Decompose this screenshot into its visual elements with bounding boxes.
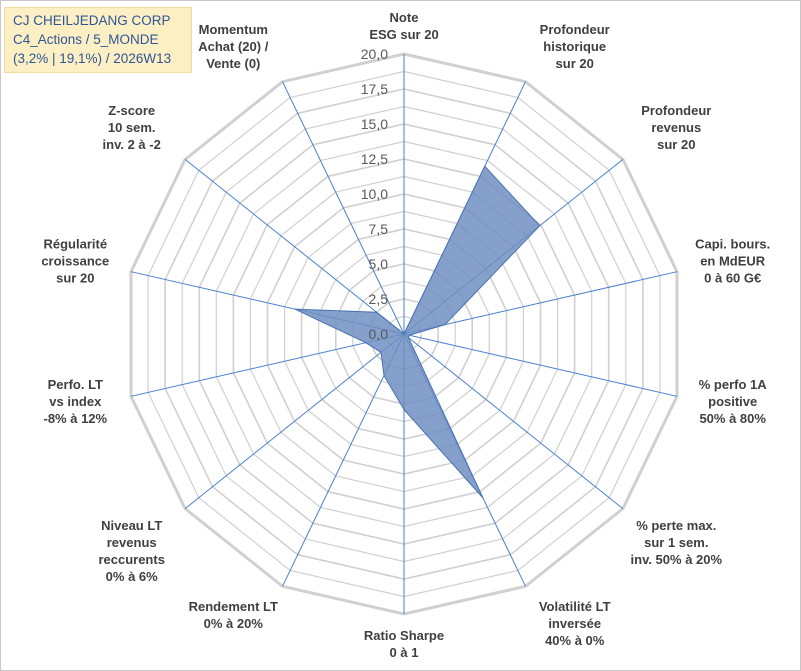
axis-label-line: sur 20 <box>657 137 695 152</box>
axis-label-line: Régularité <box>44 237 108 252</box>
tick-label: 7,5 <box>369 221 389 237</box>
series-area <box>294 165 541 499</box>
axis-label: % perte max. sur 1 sem. inv. 50% à 20% <box>631 518 723 567</box>
axis-label: Rendement LT 0% à 20% <box>189 599 278 631</box>
portfolio-label: C4_Actions / 5_MONDE <box>13 32 159 47</box>
axis-label-line: revenus <box>107 535 157 550</box>
axis-label-line: ESG sur 20 <box>369 27 438 42</box>
axis-label-line: revenus <box>651 120 701 135</box>
axis-label-line: Rendement LT <box>189 599 278 614</box>
axis-label-line: Momentum <box>199 22 268 37</box>
axis-label: Profondeur historique sur 20 <box>540 22 610 71</box>
axis-label-line: Note <box>390 10 419 25</box>
axis-label: Ratio Sharpe 0 à 1 <box>364 628 444 660</box>
axis-label-line: Capi. bours. <box>695 237 770 252</box>
axis-label-line: reccurents <box>98 552 164 567</box>
axis-spoke <box>184 333 405 509</box>
axis-label-line: 0 à 1 <box>390 645 419 660</box>
axis-label-line: 10 sem. <box>108 120 156 135</box>
tick-label: 0,0 <box>369 326 389 342</box>
axis-label-line: 50% à 80% <box>699 411 766 426</box>
axis-label-line: sur 1 sem. <box>644 535 708 550</box>
radar-axis-labels: Note ESG sur 20 Profondeur historique sur 20… <box>41 10 770 660</box>
axis-label-line: Achat (20) / <box>198 39 268 54</box>
axis-label-line: Vente (0) <box>206 56 260 71</box>
axis-label-line: % perte max. <box>636 518 716 533</box>
axis-spoke <box>403 333 624 509</box>
axis-label: Perfo. LT vs index -8% à 12% <box>44 377 108 426</box>
axis-label-line: 0% à 20% <box>204 616 264 631</box>
axis-label-line: croissance <box>41 254 109 269</box>
axis-label-line: vs index <box>49 394 102 409</box>
performance-week-label: (3,2% | 19,1%) / 2026W13 <box>13 51 172 66</box>
axis-label: Momentum Achat (20) / Vente (0) <box>198 22 268 71</box>
axis-label-line: positive <box>708 394 757 409</box>
axis-label-line: sur 20 <box>56 271 94 286</box>
company-name: CJ CHEILJEDANG CORP <box>13 13 171 28</box>
axis-label-line: 0 à 60 G€ <box>704 271 761 286</box>
axis-spoke <box>282 81 405 335</box>
tick-label: 20,0 <box>361 46 388 62</box>
axis-label-line: Profondeur <box>641 103 711 118</box>
tick-label: 12,5 <box>361 151 388 167</box>
tick-label: 17,5 <box>361 81 388 97</box>
axis-label: Capi. bours. en MdEUR 0 à 60 G€ <box>695 237 770 286</box>
axis-label-line: Niveau LT <box>101 518 162 533</box>
axis-label: % perfo 1A positive 50% à 80% <box>699 377 768 426</box>
radar-series <box>294 165 541 499</box>
axis-label-line: Profondeur <box>540 22 610 37</box>
axis-label: Niveau LT revenus reccurents 0% à 6% <box>98 518 164 584</box>
axis-label-line: 0% à 6% <box>106 569 158 584</box>
axis-label-line: inv. 2 à -2 <box>103 137 161 152</box>
axis-spoke <box>403 271 678 335</box>
axis-label-line: en MdEUR <box>700 254 766 269</box>
tick-label: 10,0 <box>361 186 388 202</box>
axis-label-line: sur 20 <box>556 56 594 71</box>
axis-spoke <box>130 333 405 397</box>
axis-label: Volatilité LT inversée 40% à 0% <box>539 599 611 648</box>
axis-label-line: historique <box>543 39 606 54</box>
axis-label: Z-score 10 sem. inv. 2 à -2 <box>103 103 161 152</box>
tick-label: 15,0 <box>361 116 388 132</box>
axis-label-line: inversée <box>548 616 601 631</box>
axis-spoke <box>184 159 405 335</box>
axis-label-line: -8% à 12% <box>44 411 108 426</box>
radar-tick-labels: 0,0 2,5 5,0 7,5 10,0 12,5 15,0 17,5 20,0 <box>361 46 388 342</box>
axis-label-line: inv. 50% à 20% <box>631 552 723 567</box>
tick-label: 2,5 <box>369 291 389 307</box>
axis-spoke <box>403 333 678 397</box>
axis-label-line: Perfo. LT <box>48 377 103 392</box>
axis-label-line: % perfo 1A <box>699 377 768 392</box>
axis-label-line: Ratio Sharpe <box>364 628 444 643</box>
tick-label: 5,0 <box>369 256 389 272</box>
axis-label-line: 40% à 0% <box>545 633 605 648</box>
axis-label-line: Z-score <box>108 103 155 118</box>
axis-label-line: Volatilité LT <box>539 599 611 614</box>
chart-title-box: CJ CHEILJEDANG CORP C4_Actions / 5_MONDE… <box>4 7 192 73</box>
axis-label: Profondeur revenus sur 20 <box>641 103 711 152</box>
axis-label: Note ESG sur 20 <box>369 10 438 42</box>
axis-label: Régularité croissance sur 20 <box>41 237 109 286</box>
